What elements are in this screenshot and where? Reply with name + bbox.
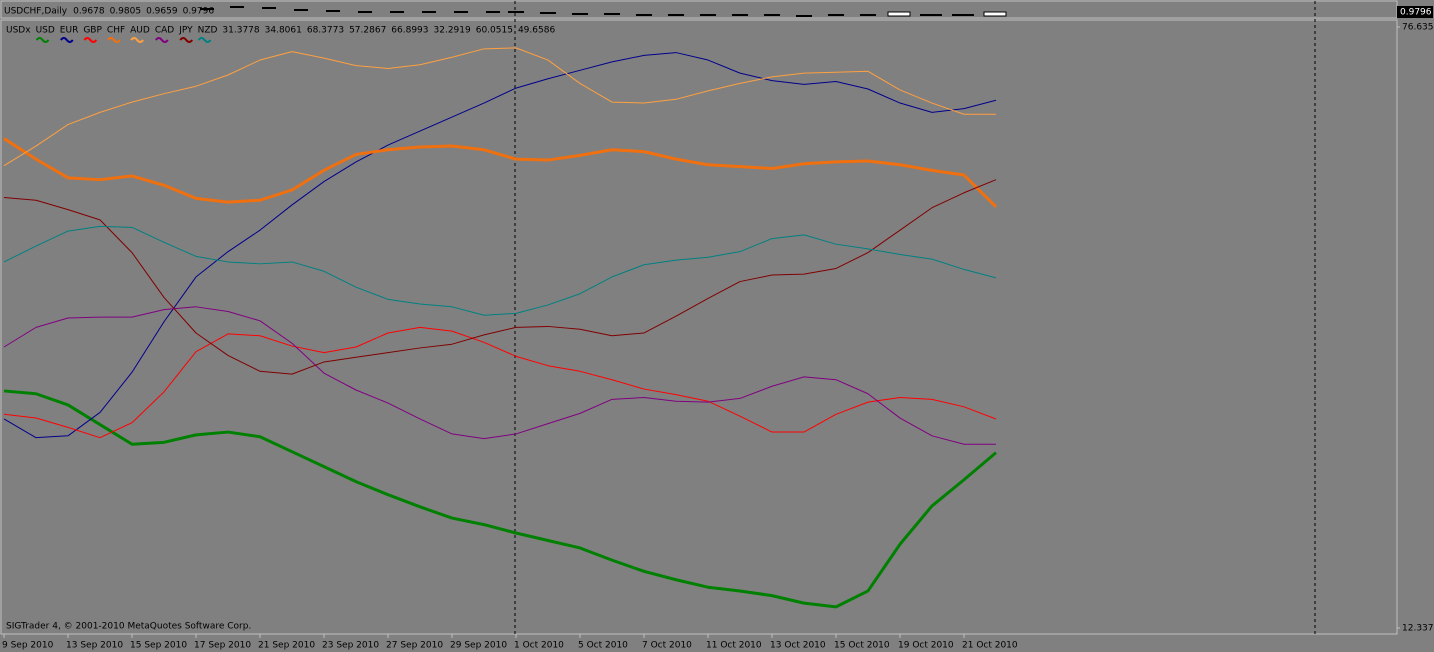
- footer: SIGTrader 4, © 2001-2010 MetaQuotes Soft…: [6, 622, 251, 632]
- x-tick-label: 5 Oct 2010: [578, 641, 628, 651]
- legend-label: NZD: [198, 26, 218, 36]
- x-tick-label: 27 Sep 2010: [386, 641, 443, 651]
- x-tick-label: 29 Sep 2010: [450, 641, 507, 651]
- indicator-value: 68.3773: [307, 26, 344, 36]
- main-panel-frame: [0, 19, 1398, 635]
- ohlc-value: 0.9659: [146, 7, 178, 17]
- legend-label: USD: [36, 26, 55, 36]
- x-tick-label: 19 Oct 2010: [898, 641, 954, 651]
- x-tick-label: 23 Sep 2010: [322, 641, 379, 651]
- price-bars: [200, 6, 974, 17]
- indicator-value: 60.0515: [476, 26, 513, 36]
- symbol: USDCHF,Daily: [4, 7, 68, 17]
- x-tick-label: 21 Sep 2010: [258, 641, 315, 651]
- legend-swatch: [83, 37, 98, 43]
- price-bar-up: [983, 11, 1007, 17]
- price-bar-up: [887, 11, 911, 17]
- last-price: 0.9796: [1400, 8, 1432, 18]
- series-line: [3, 225, 997, 316]
- series-line: [3, 52, 997, 439]
- legend-swatch: [197, 37, 212, 43]
- indicator-value: 57.2867: [349, 26, 386, 36]
- legend-label: GBP: [83, 26, 102, 36]
- legend-swatch: [35, 37, 50, 43]
- indicator-value: 32.2919: [434, 26, 471, 36]
- ohlc-value: 0.9678: [73, 7, 105, 17]
- legend-label: CHF: [107, 26, 125, 36]
- legend-label: EUR: [60, 26, 79, 36]
- indicator-value: 34.8061: [265, 26, 302, 36]
- legend-swatch: [130, 37, 144, 43]
- y-tick-label: 12.3378: [1402, 624, 1434, 634]
- legend-label: CAD: [155, 26, 174, 36]
- ohlc-value: 0.9796: [183, 7, 215, 17]
- series-line: [3, 47, 996, 167]
- indicator-name: USDx: [6, 26, 31, 36]
- ohlc-value: 0.9805: [110, 7, 142, 17]
- x-tick-label: 17 Sep 2010: [194, 641, 251, 651]
- series-line: [3, 389, 997, 609]
- indicator-value: 66.8993: [391, 26, 428, 36]
- legend-label: JPY: [178, 26, 193, 36]
- x-tick-label: 15 Sep 2010: [130, 641, 187, 651]
- x-tick-label: 21 Oct 2010: [962, 641, 1018, 651]
- x-tick-label: 15 Oct 2010: [834, 641, 890, 651]
- series-line: [3, 137, 998, 208]
- x-tick-label: 1 Oct 2010: [514, 641, 564, 651]
- x-tick-label: 9 Sep 2010: [2, 641, 54, 651]
- legend-swatch: [179, 37, 194, 43]
- series-line: [3, 179, 997, 375]
- series-line: [3, 306, 996, 445]
- x-tick-label: 13 Sep 2010: [66, 641, 123, 651]
- y-tick-label: 76.635: [1402, 23, 1434, 33]
- legend-swatch: [155, 37, 169, 43]
- x-tick-label: 11 Oct 2010: [706, 641, 762, 651]
- x-tick-label: 13 Oct 2010: [770, 641, 826, 651]
- series-line: [3, 326, 997, 439]
- x-tick-label: 7 Oct 2010: [642, 641, 692, 651]
- legend-swatch: [59, 37, 74, 43]
- last-price-box: [1397, 6, 1433, 18]
- legend-label: AUD: [130, 26, 150, 36]
- indicator-value: 49.6586: [518, 26, 555, 36]
- legend-swatch: [107, 37, 121, 43]
- indicator-value: 31.3778: [222, 26, 259, 36]
